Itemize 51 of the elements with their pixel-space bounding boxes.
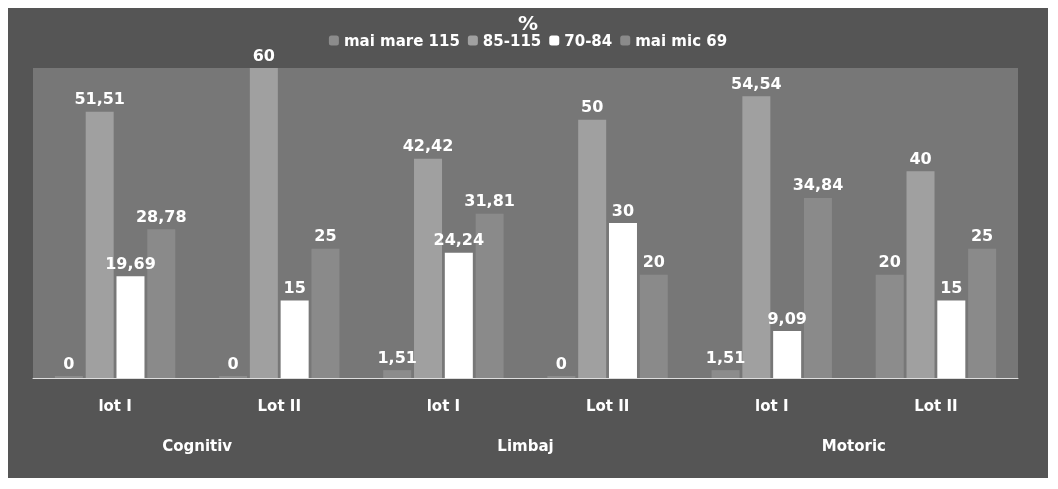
data-label: 60: [252, 45, 275, 65]
data-label: 20: [642, 252, 665, 272]
bar: [711, 370, 740, 378]
bar: [773, 331, 802, 378]
x-tick-label: Lot II: [585, 396, 630, 415]
text: Limbaj: [497, 436, 554, 455]
text: Cognitiv: [162, 436, 233, 455]
data-label: 42,42: [402, 136, 454, 156]
data-label: 25: [314, 226, 337, 246]
data-label: 50: [581, 97, 604, 117]
x-tick-label: Lot II: [257, 396, 301, 415]
bar: [906, 171, 935, 378]
bar: [280, 300, 309, 378]
data-label: 19,69: [105, 253, 156, 273]
data-label: 0: [227, 353, 239, 373]
x-tick-label: lot I: [755, 396, 789, 415]
data-label: 0: [555, 353, 567, 373]
data-label: 51,51: [74, 89, 125, 109]
bar: [968, 248, 997, 378]
data-label: 40: [909, 148, 932, 168]
bar: [639, 274, 668, 378]
data-label: 31,81: [464, 191, 515, 211]
data-label: 20: [878, 252, 901, 272]
data-label: 24,24: [433, 230, 485, 250]
bar: [578, 119, 607, 378]
bar: [875, 274, 904, 378]
x-tick-label: lot I: [426, 396, 461, 415]
bar: [608, 223, 637, 378]
data-label: 15: [940, 278, 963, 297]
bar: [937, 300, 966, 378]
legend-label: mai mare 115: [343, 31, 460, 50]
bar: [444, 252, 473, 378]
data-label: 28,78: [135, 206, 187, 226]
bar: [249, 68, 278, 378]
data-label: 34,84: [792, 175, 844, 195]
bar: [311, 248, 340, 378]
x-tick-label: Lot II: [914, 396, 958, 415]
legend-label: mai mic 69: [635, 31, 728, 50]
data-label: 9,09: [767, 308, 807, 328]
data-label: 25: [970, 226, 994, 246]
text: Motoric: [821, 436, 886, 455]
data-label: 15: [283, 278, 306, 297]
data-label: 54,54: [731, 73, 782, 93]
data-label: 0: [63, 353, 75, 373]
data-label: 1,51: [705, 347, 746, 367]
data-label: 30: [611, 200, 635, 220]
bar: [116, 276, 145, 378]
data-label: 1,51: [377, 347, 417, 367]
x-tick-label: lot I: [98, 396, 132, 415]
legend-label: 70-84: [564, 31, 613, 50]
bar: [383, 370, 412, 378]
